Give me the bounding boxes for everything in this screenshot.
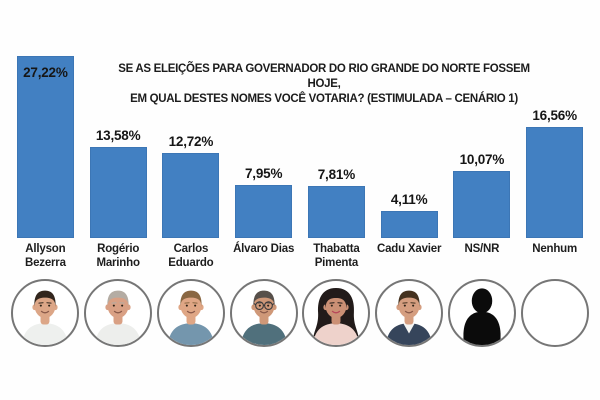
bar-column: 4,11% bbox=[373, 0, 446, 238]
avatar bbox=[375, 279, 444, 347]
candidate-photo-cell bbox=[373, 279, 446, 347]
bar-value-label: 12,72% bbox=[168, 134, 214, 149]
bar-value-label: 10,07% bbox=[459, 152, 505, 167]
chart-title-line2: EM QUAL DESTES NOMES VOCÊ VOTARIA? (ESTI… bbox=[130, 93, 518, 105]
candidate-name: Cadu Xavier bbox=[376, 243, 442, 255]
avatar bbox=[11, 279, 80, 347]
candidate-name: Thabatta Pimenta bbox=[313, 243, 360, 269]
candidate-photo-cell bbox=[518, 279, 591, 347]
bar bbox=[16, 56, 74, 238]
avatar bbox=[302, 279, 371, 347]
avatar bbox=[84, 279, 153, 347]
bar-value-label: 7,81% bbox=[317, 167, 356, 182]
bar-column: 27,22% bbox=[9, 0, 82, 238]
candidate-names-row: Allyson Bezerra Rogério Marinho Carlos Edu… bbox=[9, 243, 591, 270]
bar-value-label: 4,11% bbox=[390, 192, 428, 207]
bar bbox=[453, 171, 511, 238]
candidate-photo-cell bbox=[82, 279, 155, 347]
bar bbox=[162, 153, 220, 238]
candidate-name: NS/NR bbox=[464, 243, 500, 255]
bar bbox=[526, 127, 584, 238]
candidate-name: Nenhum bbox=[532, 243, 578, 255]
bar-value-label: 13,58% bbox=[95, 128, 141, 143]
candidate-photos-row bbox=[9, 279, 591, 347]
bar bbox=[89, 147, 147, 238]
candidate-name: Rogério Marinho bbox=[96, 243, 140, 269]
candidate-name: Carlos Eduardo bbox=[168, 243, 214, 269]
candidate-name: Allyson Bezerra bbox=[24, 243, 66, 269]
avatar bbox=[156, 279, 225, 347]
candidate-name: Álvaro Dias bbox=[233, 243, 295, 255]
bar-column: 10,07% bbox=[446, 0, 519, 238]
bar-value-label: 16,56% bbox=[532, 108, 577, 123]
bar bbox=[235, 185, 293, 238]
bar-column: 13,58% bbox=[82, 0, 155, 238]
bar-column: 12,72% bbox=[155, 0, 228, 238]
bar-value-label: 7,95% bbox=[244, 166, 283, 181]
chart-title-line1: SE AS ELEIÇÕES PARA GOVERNADOR DO RIO GR… bbox=[118, 63, 530, 90]
candidate-photo-cell bbox=[227, 279, 300, 347]
empty-avatar bbox=[520, 279, 589, 347]
bar bbox=[380, 211, 438, 238]
candidate-photo-cell bbox=[300, 279, 373, 347]
person-silhouette-icon bbox=[447, 279, 516, 347]
chart-title: SE AS ELEIÇÕES PARA GOVERNADOR DO RIO GR… bbox=[104, 62, 544, 107]
bar-column: 7,95% bbox=[227, 0, 300, 238]
candidate-photo-cell bbox=[9, 279, 82, 347]
bar bbox=[307, 186, 365, 238]
bar-value-label: 27,22% bbox=[23, 65, 68, 80]
candidate-photo-cell bbox=[155, 279, 228, 347]
bar-column: 16,56% bbox=[518, 0, 591, 238]
avatar bbox=[229, 279, 298, 347]
bar-column: 7,81% bbox=[300, 0, 373, 238]
bars-row: 27,22% 13,58% 12,72% 7,95% 7,81% 4,11% 10,07% 1… bbox=[9, 0, 591, 238]
candidate-photo-cell bbox=[446, 279, 519, 347]
